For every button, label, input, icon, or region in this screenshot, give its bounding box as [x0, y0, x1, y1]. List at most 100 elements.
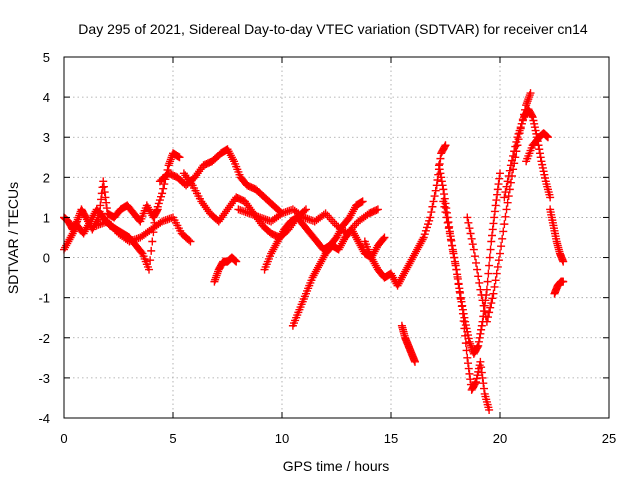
data-point — [429, 197, 438, 206]
data-point — [232, 257, 241, 266]
data-point — [461, 339, 470, 348]
y-tick-label: 1 — [43, 210, 50, 225]
data-point — [487, 299, 496, 308]
data-point — [454, 280, 463, 289]
data-point — [497, 242, 506, 251]
series-track-c — [92, 213, 195, 246]
data-point — [99, 182, 108, 191]
x-tick-label: 5 — [169, 431, 176, 446]
data-point — [464, 359, 473, 368]
data-point — [485, 253, 494, 262]
data-point — [466, 229, 475, 238]
data-point — [504, 171, 513, 180]
data-point — [479, 301, 488, 310]
data-point — [465, 369, 474, 378]
y-tick-label: 4 — [43, 90, 50, 105]
data-point — [476, 329, 485, 338]
data-point — [148, 237, 157, 246]
data-point — [358, 197, 367, 206]
data-point — [410, 357, 419, 366]
data-point — [501, 188, 510, 197]
data-point — [427, 208, 436, 217]
data-point — [464, 364, 473, 373]
data-point — [477, 290, 486, 299]
series-track-d — [155, 145, 286, 218]
data-point — [496, 249, 504, 258]
data-point — [175, 153, 184, 162]
data-point — [460, 324, 469, 333]
data-point — [94, 213, 103, 222]
data-point — [498, 234, 507, 243]
data-point — [492, 269, 501, 278]
series-track-q — [546, 205, 568, 266]
data-point — [527, 111, 536, 120]
data-point — [449, 247, 458, 256]
data-point — [439, 185, 448, 194]
data-point — [490, 207, 499, 216]
series-track-o — [500, 105, 555, 202]
data-point — [493, 190, 502, 199]
data-point — [463, 353, 472, 362]
data-point — [559, 257, 568, 266]
x-tick-label: 15 — [384, 431, 398, 446]
data-point — [535, 145, 544, 154]
data-point — [426, 213, 435, 222]
data-point — [459, 317, 468, 326]
x-tick-label: 25 — [602, 431, 616, 446]
data-point — [440, 190, 449, 199]
data-point — [486, 245, 495, 254]
data-point — [487, 237, 496, 246]
data-point — [373, 205, 382, 214]
data-point — [502, 205, 511, 214]
data-point — [488, 294, 497, 303]
data-point — [436, 169, 445, 178]
data-point — [494, 256, 503, 265]
data-point — [437, 173, 446, 182]
data-point — [442, 213, 451, 222]
data-point — [468, 240, 477, 249]
data-point — [431, 186, 440, 195]
data-point — [434, 161, 443, 170]
data-point — [440, 202, 449, 211]
data-point — [478, 373, 487, 382]
data-point — [503, 198, 512, 207]
data-point — [436, 154, 445, 163]
data-point — [503, 177, 512, 186]
data-point — [470, 252, 479, 261]
data-point — [186, 237, 195, 246]
data-point — [500, 193, 509, 202]
data-point — [437, 177, 446, 186]
y-tick-label: 3 — [43, 130, 50, 145]
data-point — [441, 208, 450, 217]
data-point — [477, 325, 486, 334]
data-point — [439, 197, 448, 206]
data-point — [327, 215, 336, 224]
data-point — [504, 192, 513, 201]
data-point — [153, 205, 162, 214]
data-point — [137, 248, 146, 257]
data-point — [492, 196, 501, 205]
series-track-f — [210, 253, 241, 286]
data-point — [484, 313, 493, 322]
series-track-j — [360, 141, 450, 290]
data-point — [445, 229, 454, 238]
y-tick-label: -1 — [38, 291, 50, 306]
y-tick-label: -4 — [38, 411, 50, 426]
data-point — [473, 343, 482, 352]
data-point — [485, 261, 494, 270]
series-track-m — [439, 197, 494, 414]
data-point — [483, 277, 492, 286]
data-point — [147, 246, 156, 255]
data-point — [450, 253, 459, 262]
data-point — [493, 262, 502, 271]
chart-title: Day 295 of 2021, Sidereal Day-to-day VTE… — [78, 21, 588, 37]
data-point — [474, 341, 483, 350]
series-track-r — [550, 277, 568, 298]
data-point — [473, 265, 482, 274]
data-point — [380, 233, 389, 242]
data-point — [476, 357, 485, 366]
data-point — [451, 259, 460, 268]
data-point — [479, 379, 488, 388]
series-track-p — [522, 129, 552, 166]
